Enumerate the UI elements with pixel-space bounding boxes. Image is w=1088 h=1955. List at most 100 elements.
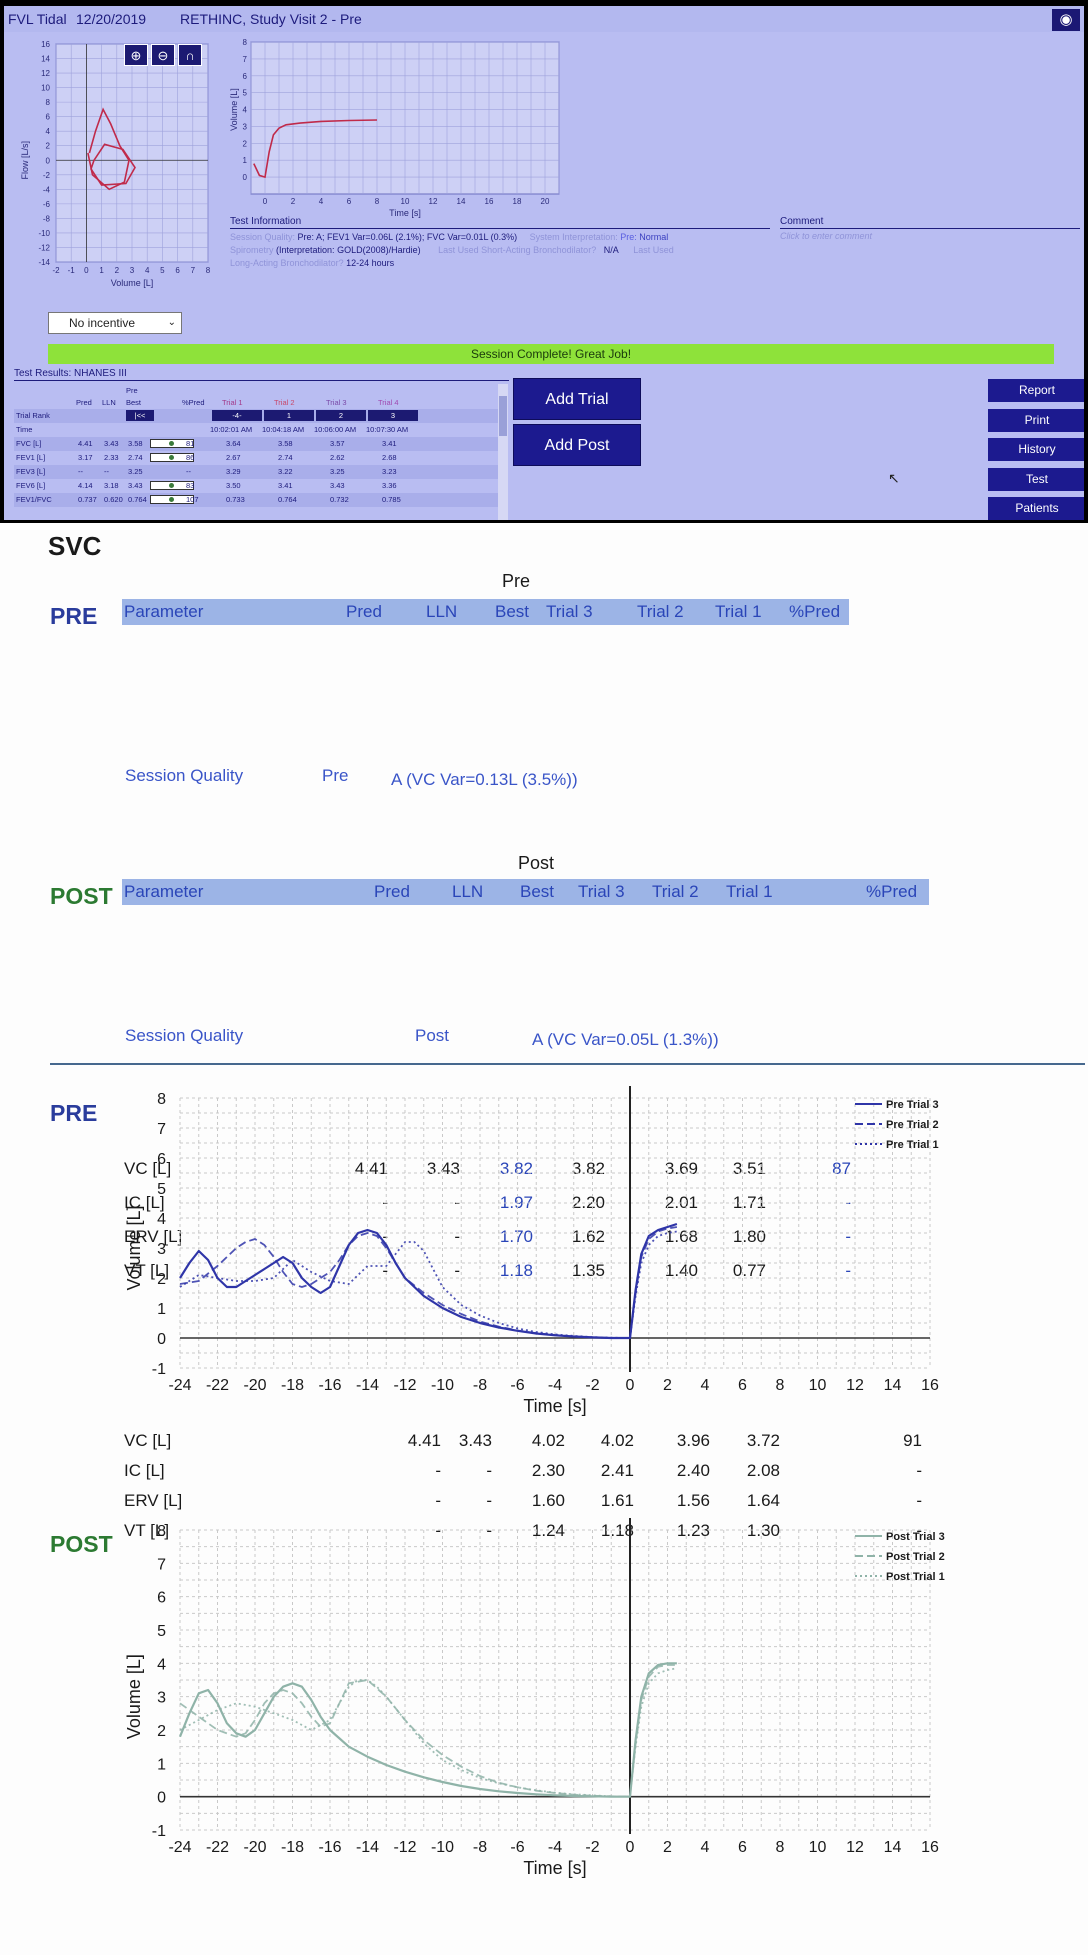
fv-xtick: 1 [99,266,104,275]
vt-ytick: 4 [243,106,248,115]
col-header-trial: Trial 2 [274,398,295,407]
results-best: 2.74 [128,453,143,462]
col-header-trial: Trial 3 [326,398,347,407]
table-cell-pred: - [435,1491,441,1510]
x-tick-label: 12 [846,1377,864,1394]
vt-xtick: 0 [263,197,268,206]
vt-xtick: 16 [485,197,494,206]
results-row: FEV3 [L] -- -- 3.25 -- 3.29 3.22 3.25 3.23 [14,465,500,479]
y-tick-label: -1 [152,1361,166,1378]
x-tick-label: -24 [168,1377,191,1394]
table-cell-best: 1.18 [499,1261,533,1280]
x-tick-label: -8 [473,1839,487,1856]
pred-range-bar [150,453,194,462]
x-tick-label: -4 [548,1839,562,1856]
y-tick-label: 7 [157,1121,166,1138]
table-cell-pct: - [916,1491,922,1510]
trial-rank-row: Trial Rank |<< -4- 1 2 3 [14,409,500,423]
fv-ytick: 8 [46,98,51,107]
x-tick-label: 14 [884,1839,902,1856]
y-tick-label: 7 [157,1556,166,1573]
y-tick-label: 3 [157,1241,166,1258]
svc-title: SVC [48,531,102,561]
x-tick-label: -12 [393,1839,416,1856]
table-cell-name: VC [L] [124,1159,172,1178]
series-line [179,1664,677,1798]
y-tick-label: 8 [157,1523,166,1540]
zoom-in-icon[interactable]: ⊕ [124,44,148,66]
report-button[interactable]: Report [988,379,1084,402]
x-tick-label: 16 [921,1377,939,1394]
scrollbar-thumb[interactable] [499,396,507,436]
incentive-select[interactable]: No incentive ⌄ [48,312,182,334]
x-tick-label: -12 [393,1377,416,1394]
vt-ytick: 6 [243,72,248,81]
table-col-header: %Pred [789,602,841,621]
add-post-button[interactable]: Add Post [513,424,641,466]
table-cell-name: IC [L] [124,1193,165,1212]
table-cell-best: 2.30 [531,1461,565,1480]
table-col-header: Trial 1 [726,882,773,901]
post-table-header: Parameter Pred LLN Best Trial 3 Trial 2 Trial … [122,879,929,905]
x-tick-label: -2 [585,1839,599,1856]
test-results-scrollbar[interactable] [498,384,508,520]
x-tick-label: -14 [356,1839,379,1856]
y-tick-label: 4 [157,1656,166,1673]
results-best: 3.58 [128,439,143,448]
pre-session-quality-value: A (VC Var=0.13L (3.5%)) [391,770,578,789]
table-col-header: LLN [426,602,458,621]
trial-rank-label: Trial Rank [16,411,50,420]
table-cell-lln: - [486,1521,492,1540]
results-trial-value: 3.41 [278,481,293,490]
eye-icon[interactable]: ◉ [1052,9,1080,31]
pre-table-caption: Pre [502,571,531,591]
zoom-out-icon[interactable]: ⊖ [151,44,175,66]
y-tick-label: 0 [157,1790,166,1807]
comment-section: Comment Click to enter comment [780,216,1080,241]
results-row: FEV6 [L] 4.14 3.18 3.43 83 3.50 3.41 3.43 3.36 [14,479,500,493]
comment-field[interactable]: Click to enter comment [780,231,873,241]
table-cell-lln: - [454,1261,460,1280]
vt-xlabel: Time [s] [389,208,421,218]
pre-session-quality-group: Pre [322,766,349,785]
table-cell-pred: - [382,1261,388,1280]
table-cell-t3: 1.62 [571,1227,605,1246]
fv-ytick: 4 [46,127,51,136]
x-tick-label: 6 [738,1377,747,1394]
table-cell-t2: 1.23 [676,1521,710,1540]
y-tick-label: 0 [157,1331,166,1348]
test-button[interactable]: Test [988,468,1084,491]
x-tick-label: -16 [318,1839,341,1856]
y-tick-label: 2 [157,1271,166,1288]
add-trial-button[interactable]: Add Trial [513,378,641,420]
results-param: FEV3 [L] [16,467,46,476]
table-col-header: Trial 3 [546,602,593,621]
x-tick-label: 2 [663,1839,672,1856]
results-trial-value: 3.36 [382,481,397,490]
results-pct: -- [186,467,191,476]
patients-button[interactable]: Patients [988,497,1084,520]
pre-chart-label: PRE [50,1100,98,1126]
results-trial-value: 3.50 [226,481,241,490]
print-button[interactable]: Print [988,409,1084,432]
x-tick-label: 4 [701,1839,710,1856]
results-trial-value: 2.68 [382,453,397,462]
y-tick-label: 5 [157,1181,166,1198]
test-info-header: Test Information [230,216,770,229]
table-cell-pct: - [916,1461,922,1480]
legend-label: Post Trial 2 [886,1551,945,1563]
x-tick-label: -4 [548,1377,562,1394]
post-section-label: POST [50,883,113,909]
table-col-header: Parameter [124,882,204,901]
y-axis-title: Volume [L] [124,1654,144,1739]
trial-rank-best: |<< [126,410,154,421]
results-param: FEV6 [L] [16,481,46,490]
table-cell-t2: 1.40 [664,1261,698,1280]
pred-range-bar [150,495,194,504]
table-cell-lln: - [486,1461,492,1480]
history-button[interactable]: History [988,438,1084,461]
study-title: RETHINC, Study Visit 2 - Pre [180,11,362,27]
fv-ytick: 2 [46,142,51,151]
curve-icon[interactable]: ∩ [178,44,202,66]
session-quality-label: Session Quality: [230,232,296,242]
